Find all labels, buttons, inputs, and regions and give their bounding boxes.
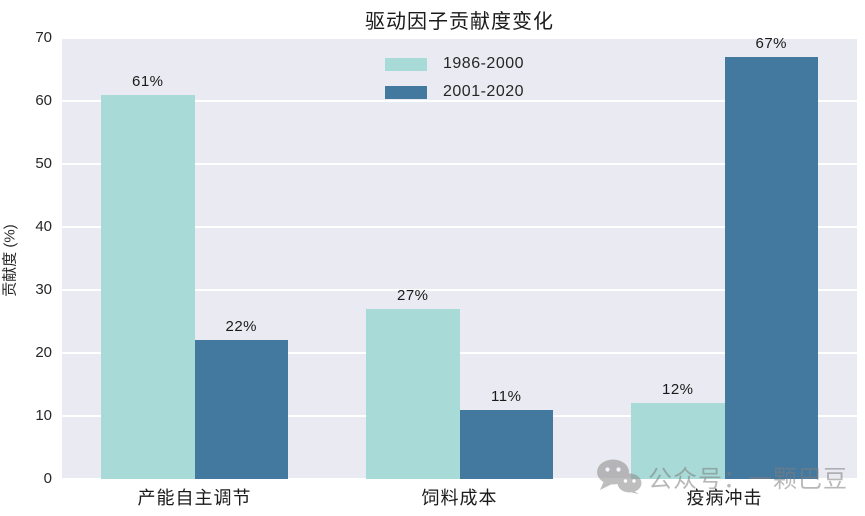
bar-1986-2000-疫病冲击 <box>631 403 725 479</box>
bar-1986-2000-产能自主调节 <box>101 94 195 479</box>
bar-value-label-1986-2000-产能自主调节: 61% <box>131 72 164 90</box>
bar-value-label-1986-2000-饲料成本: 27% <box>396 286 429 304</box>
gridline-0 <box>62 478 857 480</box>
bar-value-label-2001-2020-疫病冲击: 67% <box>755 34 788 52</box>
watermark: 公众号：一颗巴豆 <box>596 459 848 494</box>
bar-2001-2020-产能自主调节 <box>194 340 288 479</box>
y-tick-label-60: 60 <box>35 92 52 109</box>
gridline-40 <box>62 226 857 228</box>
y-tick-label-30: 30 <box>35 281 52 298</box>
wechat-icon <box>597 459 642 494</box>
y-tick-label-0: 0 <box>43 470 52 487</box>
gridline-30 <box>62 289 857 291</box>
y-tick-label-50: 50 <box>35 155 52 172</box>
bar-value-label-2001-2020-产能自主调节: 22% <box>225 318 258 336</box>
gridline-60 <box>62 100 857 102</box>
y-tick-label-20: 20 <box>35 344 52 361</box>
y-tick-label-40: 40 <box>35 218 52 235</box>
legend-item-1986-2000: 1986-2000 <box>385 53 524 75</box>
chart-title: 驱动因子贡献度变化 <box>365 11 554 33</box>
x-tick-label-产能自主调节: 产能自主调节 <box>137 488 252 508</box>
legend-item-2001-2020: 2001-2020 <box>385 81 524 103</box>
legend-label-1986-2000: 1986-2000 <box>443 55 525 72</box>
watermark-text: 公众号：一颗巴豆 <box>648 466 848 493</box>
bar-value-label-2001-2020-饲料成本: 11% <box>491 387 522 405</box>
y-tick-label-10: 10 <box>35 407 52 424</box>
gridline-70 <box>62 37 857 39</box>
gridline-50 <box>62 163 857 165</box>
x-tick-label-疫病冲击: 疫病冲击 <box>686 488 763 508</box>
bar-1986-2000-饲料成本 <box>366 308 460 479</box>
legend: 1986-2000 2001-2020 <box>385 53 524 109</box>
legend-swatch-1986-2000 <box>385 57 427 71</box>
legend-label-2001-2020: 2001-2020 <box>443 83 525 100</box>
bar-2001-2020-饲料成本 <box>459 409 553 479</box>
legend-swatch-2001-2020 <box>385 85 427 99</box>
bar-value-label-1986-2000-疫病冲击: 12% <box>661 381 694 399</box>
x-tick-label-饲料成本: 饲料成本 <box>421 488 498 508</box>
gridline-20 <box>62 352 857 354</box>
y-tick-label-70: 70 <box>35 29 52 46</box>
bar-2001-2020-疫病冲击 <box>724 56 818 479</box>
